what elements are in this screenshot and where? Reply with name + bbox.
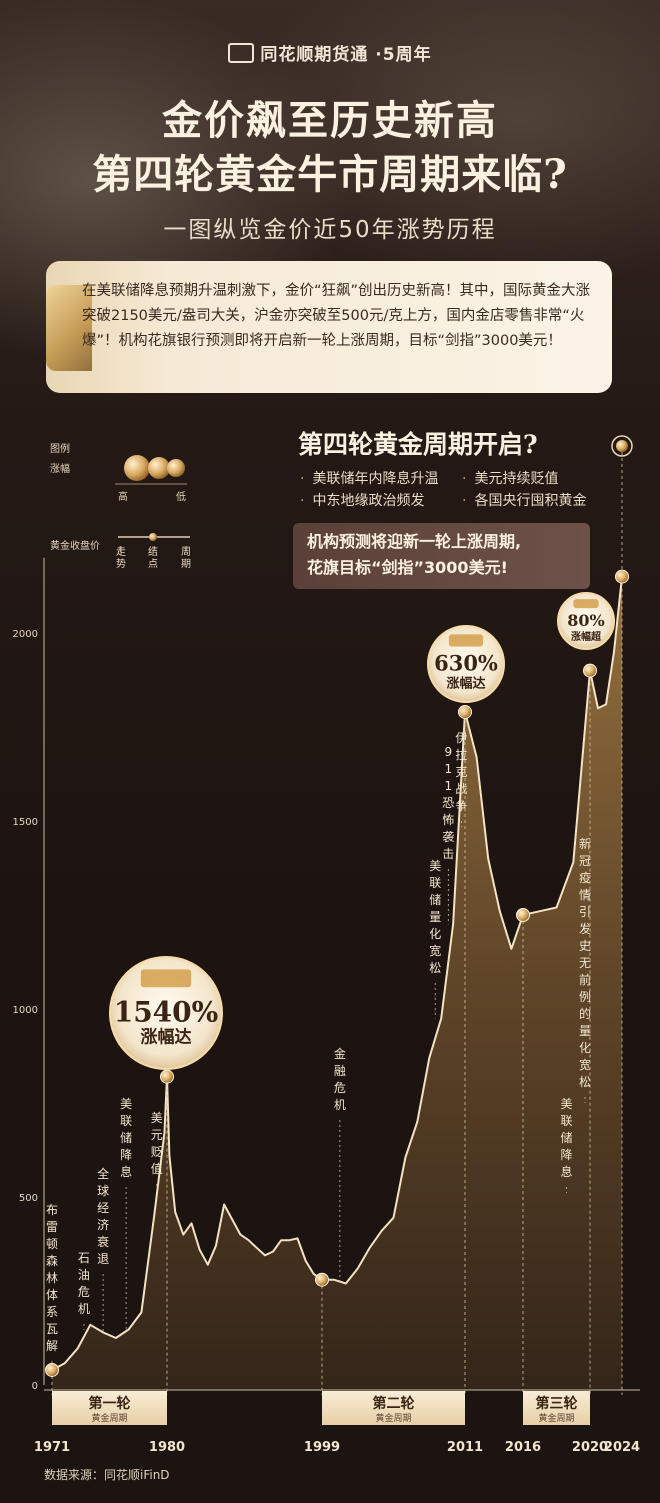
cycle-band-name: 第一轮 — [89, 1395, 131, 1412]
legend-cycle: 周期 — [181, 546, 191, 570]
x-tick-label: 2016 — [505, 1440, 541, 1455]
event-label: 伊拉克战争 — [455, 731, 467, 813]
price-area — [51, 576, 623, 1390]
brand-header: 同花顺期货通 ·5周年 — [0, 40, 660, 65]
legend-high: 高 — [118, 490, 128, 503]
legend-price-label: 黄金收盘价 — [50, 539, 100, 552]
legend-trend: 走势 — [116, 546, 126, 570]
price-line — [51, 576, 623, 1371]
event-label: 金融危机 — [334, 1046, 346, 1112]
gold-bar-icon — [573, 599, 599, 609]
page-title-line2: 第四轮黄金牛市周期来临? — [92, 151, 568, 198]
y-tick-label: 1500 — [13, 817, 38, 828]
y-tick-label: 500 — [19, 1193, 38, 1204]
gain-badge-label: 涨幅超 — [571, 630, 602, 643]
cycle-node-dot — [583, 663, 597, 678]
cycle-band — [52, 1391, 167, 1425]
legend-bubble-large — [124, 455, 150, 481]
event-label: 全球经济衰退 — [97, 1166, 109, 1266]
x-tick-label: 2020 — [572, 1440, 608, 1455]
event-label: 布雷顿森林体系瓦解 — [46, 1203, 58, 1353]
legend-bubble-medium — [148, 457, 170, 479]
fourth-cycle-title: 第四轮黄金周期开启? — [298, 430, 538, 459]
event-label: 石油危机 — [78, 1251, 90, 1316]
gold-bar-icon — [140, 969, 192, 988]
gain-badge — [109, 956, 223, 1070]
page-subtitle: 一图纵览金价近50年涨势历程 — [163, 217, 497, 243]
gain-badge — [427, 625, 505, 703]
x-tick-label: 1971 — [34, 1440, 70, 1455]
cycle-band-sub: 黄金周期 — [375, 1412, 411, 1424]
cycle-band-sub: 黄金周期 — [538, 1412, 574, 1424]
cycle-node-dot — [516, 908, 530, 922]
legend-low: 低 — [176, 490, 186, 503]
prediction-line1: 机构预测将迎新一轮上涨周期, — [307, 532, 522, 551]
cycle-node-dot — [45, 1362, 59, 1377]
event-annotations: 布雷顿森林体系瓦解石油危机全球经济衰退美联储降息美元贬值金融危机美联储量化宽松9… — [46, 731, 591, 1370]
legend-title: 图例 — [50, 442, 70, 455]
gold-bar-decoration — [46, 285, 92, 371]
cycle-band — [322, 1391, 465, 1425]
legend-node-dot — [149, 533, 157, 541]
data-source: 数据来源：同花顺iFinD — [44, 1468, 170, 1482]
intro-text: 在美联储降息预期升温刺激下，金价“狂飙”创出历史新高！其中，国际黄金大涨突破21… — [82, 283, 591, 349]
cycle-band-name: 第三轮 — [536, 1395, 578, 1412]
x-tick-label: 2011 — [447, 1440, 483, 1455]
event-label: 美联储量化宽松 — [429, 859, 441, 975]
cycle-node-dot — [160, 1069, 174, 1084]
y-tick-label: 1000 — [13, 1005, 38, 1016]
reason-item: 中东地缘政治频发 — [300, 490, 424, 510]
cycle-node-dot — [458, 704, 472, 719]
prediction-line2: 花旗目标“剑指”3000美元! — [307, 558, 508, 577]
chart-logo-icon — [228, 43, 255, 63]
event-label: 新冠疫情引发史无前例的量化宽松 — [579, 836, 591, 1089]
y-axis: 0 500 1000 1500 2000 — [13, 557, 45, 1392]
reason-item: 美元持续贬值 — [462, 468, 558, 488]
cycle-band-sub: 黄金周期 — [91, 1412, 127, 1424]
event-label: 美联储降息 — [561, 1097, 573, 1179]
cycle-node-dot — [315, 1272, 329, 1287]
gain-badge-value: 80% — [567, 611, 604, 630]
reason-item: 各国央行囤积黄金 — [462, 490, 586, 510]
gain-badge-label: 涨幅达 — [445, 675, 485, 691]
legend-node: 结点 — [148, 545, 158, 570]
cycle-band-name: 第二轮 — [373, 1395, 415, 1412]
x-tick-label: 1999 — [304, 1440, 340, 1455]
prediction-box: 机构预测将迎新一轮上涨周期, 花旗目标“剑指”3000美元! — [293, 523, 590, 589]
event-label: 美元贬值 — [151, 1111, 163, 1176]
y-tick-label: 0 — [32, 1381, 38, 1392]
gain-badge-value: 1540% — [114, 995, 219, 1028]
event-label: 美联储降息 — [120, 1097, 132, 1179]
legend-bubble-small — [167, 459, 185, 477]
gold-bar-icon — [448, 634, 484, 647]
gain-badge — [557, 592, 615, 650]
gain-badge-label: 涨幅达 — [141, 1026, 192, 1047]
fourth-cycle-marker-dot — [616, 440, 628, 452]
y-tick-label: 2000 — [13, 629, 38, 640]
page-title-line1: 金价飙至历史新高 — [162, 97, 498, 144]
cycle-node-dot — [615, 569, 629, 584]
fourth-cycle-marker — [611, 435, 633, 457]
price-area-fill — [52, 576, 622, 1390]
intro-card: 在美联储降息预期升温刺激下，金价“狂飙”创出历史新高！其中，国际黄金大涨突破21… — [46, 261, 612, 393]
cycle-band — [523, 1391, 590, 1425]
legend-gain-label: 涨幅 — [50, 462, 70, 475]
event-label: 9 1 1 恐怖袭击 — [442, 745, 454, 861]
x-tick-label: 1980 — [149, 1440, 185, 1455]
brand-text: 同花顺期货通 ·5周年 — [260, 45, 432, 65]
gain-badge-value: 630% — [434, 650, 498, 675]
x-tick-label: 2024 — [604, 1440, 640, 1455]
reason-item: 美联储年内降息升温 — [300, 468, 438, 488]
cycle-nodes — [45, 435, 633, 1395]
